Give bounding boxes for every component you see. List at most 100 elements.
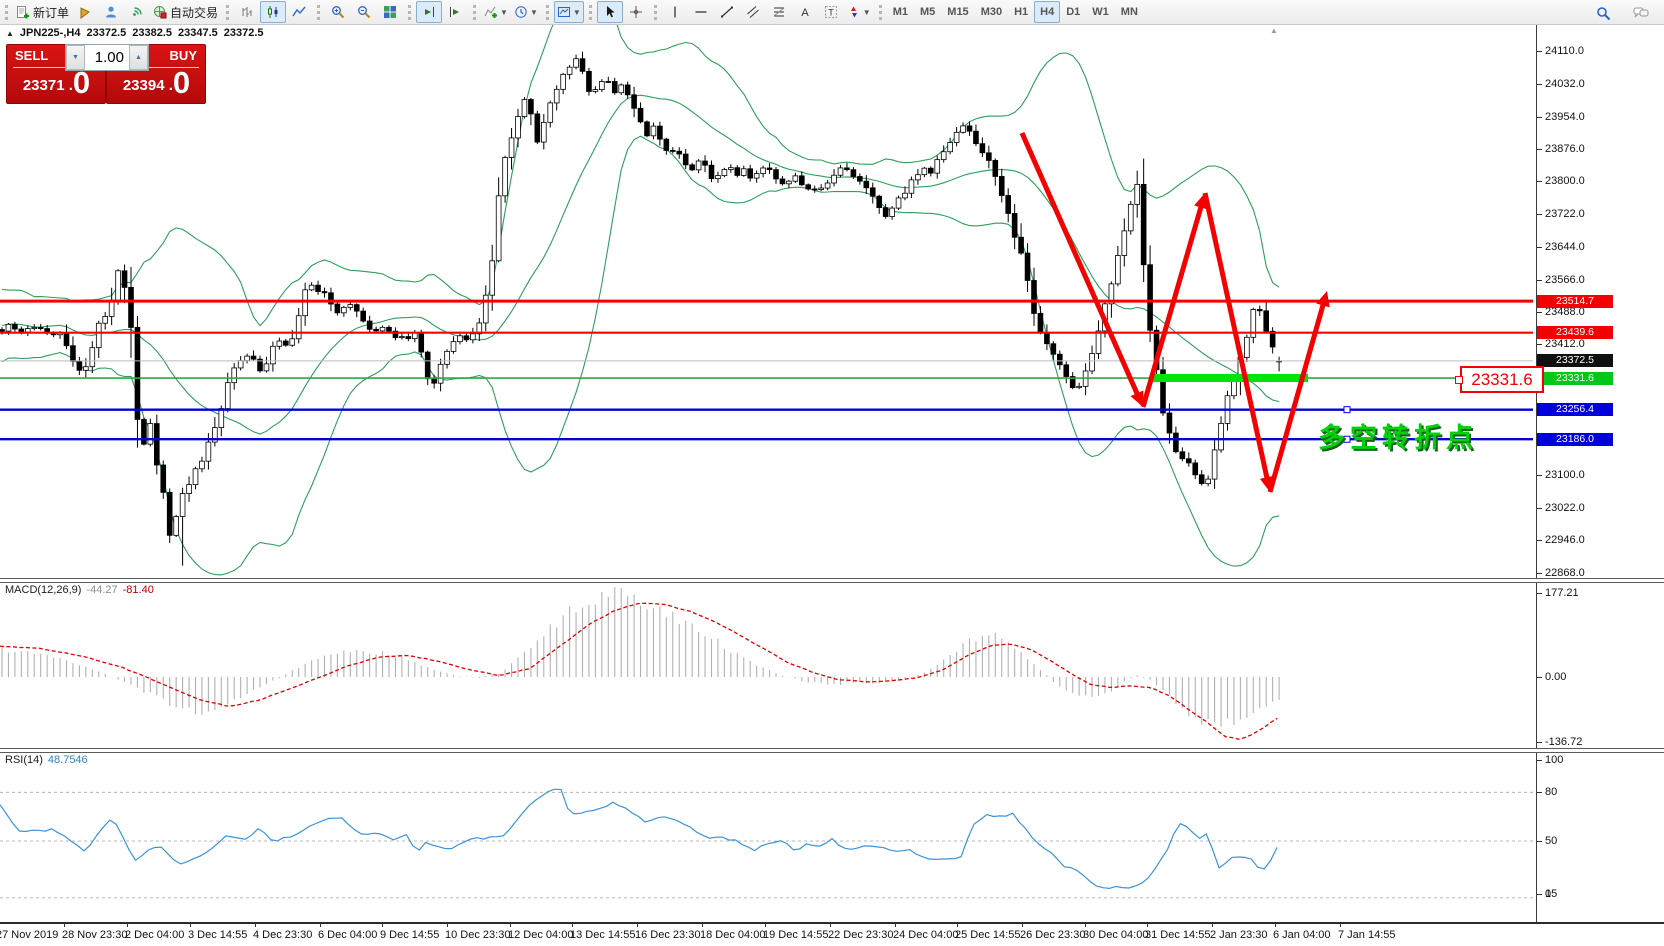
divider — [13, 67, 99, 68]
auto-scroll-button[interactable] — [416, 1, 443, 23]
tf-m15-button[interactable]: M15 — [941, 1, 974, 23]
toolbar-grip — [878, 4, 882, 20]
ohlc-close: 23372.5 — [223, 27, 264, 39]
signal-icon — [130, 5, 144, 19]
macd-histogram — [1, 586, 1280, 727]
tf-h4-button-label: H4 — [1040, 6, 1055, 18]
label-button[interactable]: T — [818, 1, 844, 23]
panel-separator[interactable] — [0, 578, 1664, 583]
bars-icon — [240, 5, 254, 19]
time-tick-label: 6 Dec 04:00 — [318, 922, 378, 941]
profile-button[interactable] — [98, 1, 124, 23]
tiles-icon — [383, 5, 397, 19]
chart-shift-button[interactable] — [442, 1, 468, 23]
chat-button[interactable] — [1628, 2, 1654, 24]
signals-button[interactable] — [124, 1, 150, 23]
textT-icon: T — [824, 5, 838, 19]
shift-icon — [448, 5, 462, 19]
indicators-button[interactable]: ▼ — [481, 1, 511, 23]
dropdown-arrow-icon[interactable]: ▼ — [529, 7, 538, 17]
new-order-button[interactable]: 新订单 — [13, 1, 72, 23]
gold-arrow-icon — [78, 5, 92, 19]
tf-w1-button[interactable]: W1 — [1086, 1, 1115, 23]
volume-increase-button[interactable]: ▲ — [129, 45, 148, 70]
panel-separator[interactable] — [0, 748, 1664, 753]
tf-m5-button[interactable]: M5 — [914, 1, 941, 23]
autotrading-icon — [153, 5, 167, 19]
selection-handle[interactable] — [1455, 376, 1463, 384]
collapse-arrow-icon[interactable]: ▲ — [6, 28, 14, 38]
tf-h4-button[interactable]: H4 — [1034, 1, 1061, 23]
dropdown-arrow-icon[interactable]: ▼ — [572, 7, 581, 17]
toolbar-grip — [653, 4, 657, 20]
vertical-line-button[interactable] — [662, 1, 688, 23]
symbol-period-label: JPN225-,H4 — [19, 27, 81, 39]
rsi-tick-label: 50 — [1536, 835, 1558, 847]
price-axis[interactable]: 24110.0 24032.0 23954.0 23876.0 23800.0 23722… — [1536, 24, 1664, 946]
toolbar-grip — [317, 4, 321, 20]
price-tick-label: 24110.0 — [1537, 45, 1584, 57]
price-tick-label: 23566.0 — [1537, 273, 1585, 286]
channel-button[interactable] — [740, 1, 766, 23]
arrows-button[interactable]: ▼ — [844, 1, 874, 23]
price-callout-label[interactable]: 23331.6 — [1455, 366, 1544, 393]
selection-handle[interactable] — [1343, 435, 1351, 443]
gold-arrow-icon-button[interactable] — [72, 1, 98, 23]
zoom-out-button[interactable] — [351, 1, 377, 23]
tf-m1-button[interactable]: M1 — [887, 1, 914, 23]
candlestick-chart-button[interactable] — [260, 1, 287, 23]
hline-icon — [694, 5, 708, 19]
price-tick-label: 23100.0 — [1537, 469, 1585, 482]
one-click-trading-panel: SELL 23371 .0 BUY 23394 .0 ▼ 1.00 ▲ — [6, 44, 206, 104]
tf-d1-button[interactable]: D1 — [1060, 1, 1086, 23]
bar-chart-button[interactable] — [234, 1, 260, 23]
periods-button[interactable]: ▼ — [511, 1, 541, 23]
horizontal-line-objects[interactable] — [0, 299, 1533, 443]
volume-value[interactable]: 1.00 — [94, 49, 124, 66]
cursor-button[interactable] — [596, 1, 623, 23]
time-tick-label: 28 Nov 23:30 — [62, 922, 128, 941]
zoom-out-icon — [357, 5, 371, 19]
dropdown-arrow-icon[interactable]: ▼ — [500, 7, 508, 17]
time-tick-label: 31 Dec 14:55 — [1145, 922, 1211, 941]
tf-h1-button-label: H1 — [1014, 6, 1029, 18]
tf-h1-button[interactable]: H1 — [1008, 1, 1034, 23]
clock-icon — [514, 5, 528, 19]
vline-icon — [668, 5, 682, 19]
price-tick-label: 24032.0 — [1537, 77, 1585, 90]
macd-tick-label: -136.72 — [1536, 736, 1583, 749]
price-tick-label: 23722.0 — [1537, 208, 1585, 221]
rsi-tick-label: 80 — [1536, 786, 1558, 799]
volume-decrease-button[interactable]: ▼ — [66, 45, 85, 70]
fibonacci-button[interactable] — [766, 1, 792, 23]
line-icon — [292, 5, 306, 19]
trend-zigzag-arrows[interactable] — [1019, 131, 1330, 493]
arrows-icon — [847, 5, 861, 19]
price-tick-label: 23876.0 — [1537, 143, 1585, 156]
text-button[interactable]: A — [792, 1, 818, 23]
autotrading-button[interactable]: 自动交易 — [150, 1, 221, 23]
tf-m5-button-label: M5 — [920, 6, 936, 18]
time-axis[interactable]: 27 Nov 2019 28 Nov 23:30 2 Dec 04:00 3 Dec … — [0, 922, 1664, 946]
tf-mn-button[interactable]: MN — [1115, 1, 1144, 23]
selection-handle[interactable] — [1343, 406, 1351, 414]
line-chart-button[interactable] — [286, 1, 312, 23]
horizontal-line-button[interactable] — [688, 1, 714, 23]
trendline-button[interactable] — [714, 1, 740, 23]
volume-field[interactable]: ▼ 1.00 ▲ — [65, 44, 149, 71]
toolbar-grip — [5, 4, 8, 20]
price-tick-label: 23412.0 — [1537, 338, 1585, 351]
toolbar-grip — [408, 4, 412, 20]
dropdown-arrow-icon[interactable]: ▼ — [862, 7, 871, 17]
sell-button[interactable]: SELL 23371 .0 — [6, 44, 106, 104]
tile-windows-button[interactable] — [377, 1, 403, 23]
search-button[interactable] — [1590, 2, 1616, 24]
profile-icon — [104, 5, 118, 19]
chinese-annotation: 多空转折点 — [1318, 423, 1478, 453]
templates-button[interactable]: ▼ — [553, 1, 584, 23]
zoom-in-button[interactable] — [325, 1, 351, 23]
crosshair-button[interactable] — [623, 1, 649, 23]
tf-m15-button-label: M15 — [947, 6, 969, 18]
tf-m30-button[interactable]: M30 — [975, 1, 1008, 23]
